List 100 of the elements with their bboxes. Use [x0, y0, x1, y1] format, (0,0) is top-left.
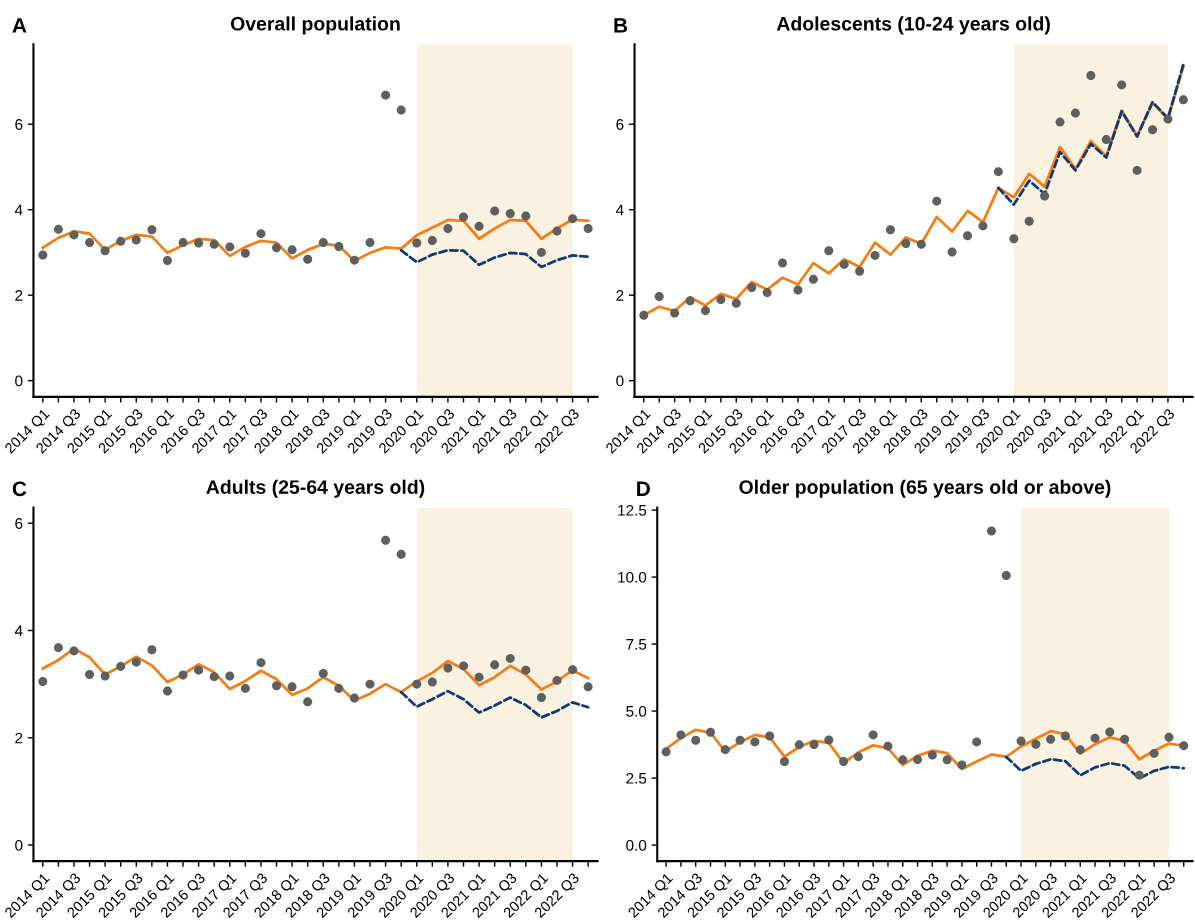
point	[38, 250, 48, 260]
y-tick-label: 6	[15, 119, 23, 130]
point	[116, 236, 126, 246]
point	[750, 737, 760, 747]
y-tick-label: 10.0	[618, 571, 647, 583]
point	[568, 665, 578, 675]
y-tick-label: 4	[14, 625, 23, 637]
point	[1090, 733, 1100, 743]
point	[947, 247, 957, 257]
point	[131, 235, 141, 245]
point	[69, 230, 79, 240]
point	[747, 282, 757, 292]
point	[85, 238, 95, 248]
point	[459, 212, 468, 222]
point	[69, 646, 79, 656]
point	[778, 258, 788, 268]
chart-title: Adolescents (10-24 years old)	[776, 16, 1050, 35]
point	[256, 658, 266, 668]
point	[1105, 727, 1115, 737]
point	[303, 697, 313, 707]
point	[412, 679, 422, 689]
point	[147, 225, 157, 235]
y-tick-label: 0	[15, 839, 23, 851]
point	[349, 693, 359, 703]
y-tick-label: 12.5	[618, 504, 647, 516]
point	[839, 756, 849, 766]
point	[1060, 731, 1070, 741]
point	[240, 683, 250, 693]
point	[1120, 734, 1130, 744]
point	[521, 665, 531, 675]
point	[978, 221, 988, 231]
point	[443, 224, 453, 233]
line-series	[41, 647, 590, 703]
chart-title: Overall population	[230, 16, 400, 35]
point	[1009, 234, 1019, 244]
chart-title: Older population (65 years old or above)	[739, 479, 1111, 498]
text: D	[637, 481, 650, 496]
point	[883, 741, 893, 751]
text: A	[12, 18, 27, 33]
point	[521, 211, 531, 221]
chart-title: Adults (25-64 years old)	[206, 479, 425, 498]
point	[898, 755, 908, 765]
point	[365, 679, 375, 689]
point	[178, 238, 188, 248]
point	[1117, 80, 1127, 90]
point	[131, 657, 141, 667]
point	[178, 670, 188, 680]
point	[1016, 736, 1026, 746]
point	[381, 535, 391, 545]
point	[349, 255, 359, 265]
point	[716, 294, 726, 304]
point	[1001, 570, 1011, 580]
point	[443, 663, 453, 673]
point	[1148, 125, 1158, 135]
point	[365, 238, 375, 248]
point	[993, 167, 1003, 177]
y-tick-label: 2	[616, 290, 624, 301]
point	[1055, 117, 1065, 127]
point	[808, 274, 818, 284]
point	[700, 306, 710, 316]
point	[381, 90, 391, 100]
point	[427, 235, 437, 245]
point	[972, 737, 982, 747]
y-tick-label: 7.5	[626, 639, 647, 650]
point	[932, 196, 942, 206]
point	[318, 238, 328, 248]
point	[303, 254, 313, 264]
point	[287, 245, 297, 255]
point	[1132, 165, 1142, 175]
point	[927, 750, 937, 760]
point	[855, 266, 865, 276]
y-tick-label: 0.0	[626, 839, 647, 851]
point	[162, 686, 172, 696]
point	[459, 661, 468, 671]
point	[1134, 770, 1144, 780]
line-series	[399, 689, 590, 719]
point	[963, 231, 973, 241]
point	[272, 243, 282, 253]
point	[1031, 739, 1041, 749]
point	[1024, 216, 1034, 226]
point	[779, 756, 789, 766]
point	[318, 668, 328, 678]
point	[762, 288, 772, 298]
point	[396, 105, 406, 115]
point	[1179, 741, 1189, 751]
point	[1178, 95, 1188, 105]
point	[536, 247, 546, 257]
point	[1163, 114, 1173, 124]
line-series	[399, 248, 590, 269]
point	[1046, 734, 1056, 744]
line-series	[996, 63, 1185, 206]
point	[705, 727, 715, 737]
y-tick-label: 2	[15, 290, 23, 301]
point	[1070, 108, 1080, 118]
point	[735, 735, 745, 745]
point	[147, 645, 157, 655]
point	[809, 740, 819, 750]
y-tick-label: 0	[15, 375, 23, 387]
point	[552, 226, 562, 236]
point	[162, 256, 172, 266]
